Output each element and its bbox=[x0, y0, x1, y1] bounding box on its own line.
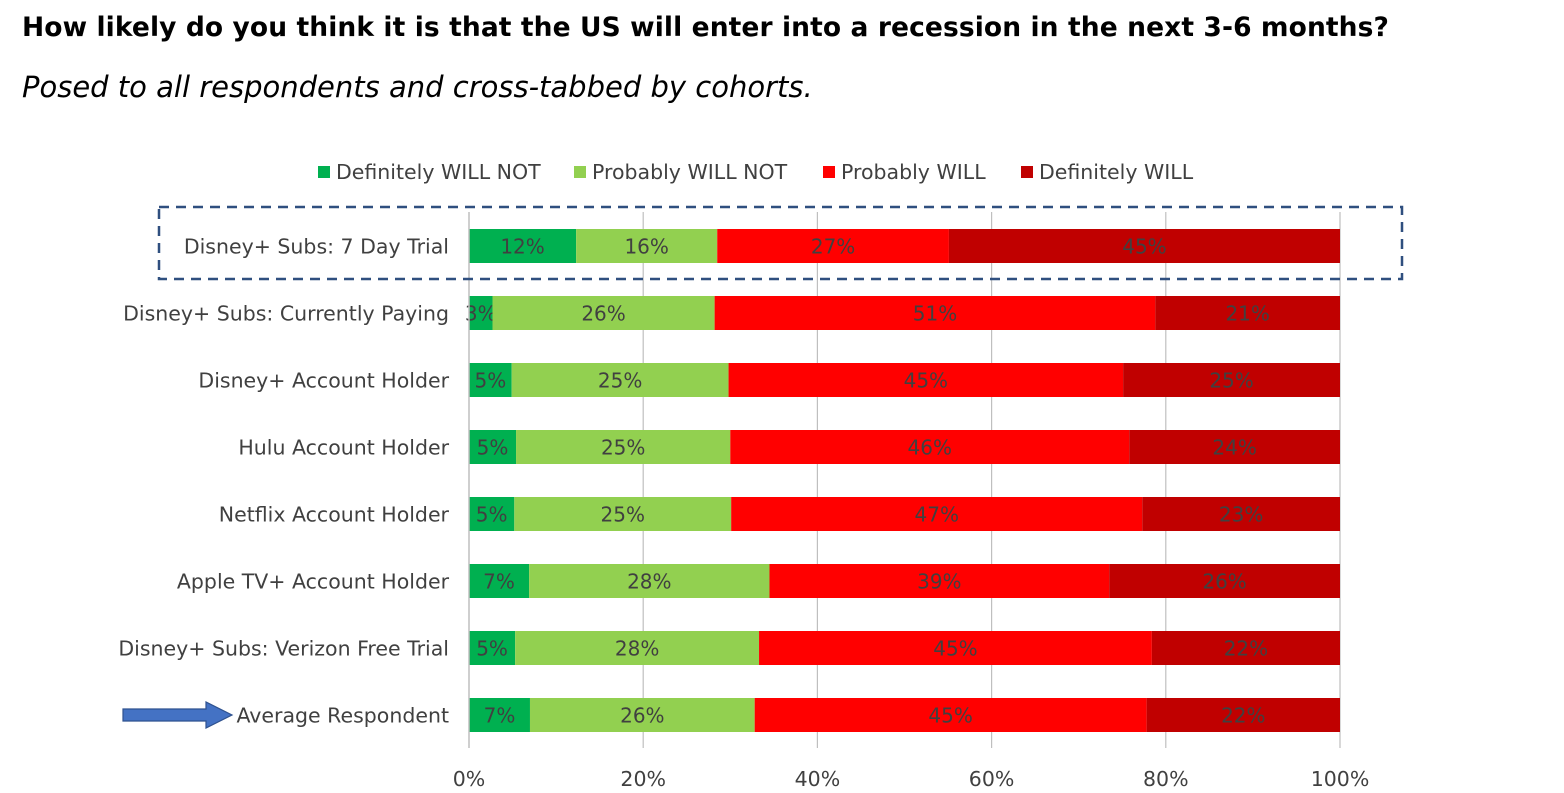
bar-segment bbox=[759, 631, 1152, 665]
x-tick-label: 80% bbox=[1143, 767, 1189, 791]
bar-segment bbox=[717, 229, 949, 263]
data-label: 26% bbox=[581, 302, 625, 326]
bar-segment bbox=[469, 363, 512, 397]
bar-segment bbox=[516, 430, 731, 464]
bar-segment bbox=[1129, 430, 1340, 464]
data-label: 45% bbox=[1122, 235, 1166, 259]
bar-segment bbox=[469, 698, 530, 732]
bar-segment bbox=[529, 564, 770, 598]
chart-subtitle: Posed to all respondents and cross-tabbe… bbox=[22, 70, 813, 104]
category-label: Disney+ Account Holder bbox=[198, 369, 449, 393]
arrow-icon bbox=[122, 701, 234, 729]
bar-segment bbox=[1155, 296, 1340, 330]
bar-segment bbox=[728, 363, 1124, 397]
legend-label: Probably WILL NOT bbox=[592, 160, 788, 184]
bar-segment bbox=[1123, 363, 1340, 397]
data-label: 24% bbox=[1212, 436, 1256, 460]
data-label: 23% bbox=[1219, 503, 1263, 527]
x-tick-label: 100% bbox=[1311, 767, 1370, 791]
bar-segment bbox=[469, 631, 516, 665]
data-label: 51% bbox=[913, 302, 957, 326]
bar-segment bbox=[511, 363, 729, 397]
data-label: 27% bbox=[811, 235, 855, 259]
data-label: 5% bbox=[476, 503, 508, 527]
legend-swatch bbox=[574, 166, 586, 178]
data-label: 7% bbox=[483, 570, 515, 594]
data-label: 16% bbox=[624, 235, 668, 259]
bar-segment bbox=[730, 430, 1130, 464]
data-label: 46% bbox=[908, 436, 952, 460]
bar-segment bbox=[714, 296, 1156, 330]
data-label: 26% bbox=[1202, 570, 1246, 594]
data-label: 12% bbox=[500, 235, 544, 259]
bar-segment bbox=[469, 564, 530, 598]
category-label: Average Respondent bbox=[236, 704, 449, 728]
category-label: Apple TV+ Account Holder bbox=[177, 570, 450, 594]
data-label: 45% bbox=[928, 704, 972, 728]
data-label: 39% bbox=[917, 570, 961, 594]
data-label: 25% bbox=[601, 436, 645, 460]
data-label: 28% bbox=[615, 637, 659, 661]
data-label: 45% bbox=[904, 369, 948, 393]
x-tick-label: 40% bbox=[795, 767, 841, 791]
category-label: Disney+ Subs: 7 Day Trial bbox=[184, 235, 449, 259]
chart-title: How likely do you think it is that the U… bbox=[22, 12, 1389, 43]
data-label: 3% bbox=[465, 302, 497, 326]
category-label: Disney+ Subs: Currently Paying bbox=[123, 302, 449, 326]
data-label: 25% bbox=[598, 369, 642, 393]
data-label: 7% bbox=[484, 704, 516, 728]
data-label: 45% bbox=[933, 637, 977, 661]
legend-label: Definitely WILL bbox=[1039, 160, 1194, 184]
data-label: 5% bbox=[476, 637, 508, 661]
highlight-box bbox=[157, 205, 1404, 281]
data-label: 47% bbox=[915, 503, 959, 527]
data-label: 26% bbox=[620, 704, 664, 728]
bar-segment bbox=[492, 296, 715, 330]
data-label: 21% bbox=[1225, 302, 1269, 326]
legend-swatch bbox=[823, 166, 835, 178]
bar-segment bbox=[469, 229, 577, 263]
data-label: 5% bbox=[477, 436, 509, 460]
legend-swatch bbox=[1021, 166, 1033, 178]
category-label: Hulu Account Holder bbox=[238, 436, 449, 460]
bar-segment bbox=[469, 296, 493, 330]
data-label: 22% bbox=[1221, 704, 1265, 728]
legend-label: Probably WILL bbox=[841, 160, 986, 184]
bar-segment bbox=[1151, 631, 1340, 665]
x-tick-label: 0% bbox=[453, 767, 486, 791]
data-label: 28% bbox=[627, 570, 671, 594]
data-label: 22% bbox=[1224, 637, 1268, 661]
bar-segment bbox=[1109, 564, 1340, 598]
category-label: Netflix Account Holder bbox=[219, 503, 450, 527]
bar-segment bbox=[576, 229, 718, 263]
legend-swatch bbox=[318, 166, 330, 178]
data-label: 25% bbox=[1209, 369, 1253, 393]
bar-segment bbox=[769, 564, 1110, 598]
x-tick-label: 60% bbox=[969, 767, 1015, 791]
bar-segment bbox=[514, 497, 732, 531]
legend-label: Definitely WILL NOT bbox=[336, 160, 541, 184]
bar-segment bbox=[469, 430, 517, 464]
x-tick-label: 20% bbox=[620, 767, 666, 791]
bar-segment bbox=[731, 497, 1143, 531]
data-label: 25% bbox=[601, 503, 645, 527]
bar-segment bbox=[948, 229, 1340, 263]
bar-segment bbox=[1142, 497, 1340, 531]
bar-segment bbox=[529, 698, 755, 732]
bar-segment bbox=[1146, 698, 1340, 732]
bar-segment bbox=[754, 698, 1147, 732]
data-label: 5% bbox=[474, 369, 506, 393]
bar-segment bbox=[469, 497, 515, 531]
bar-segment bbox=[515, 631, 760, 665]
category-label: Disney+ Subs: Verizon Free Trial bbox=[118, 637, 449, 661]
